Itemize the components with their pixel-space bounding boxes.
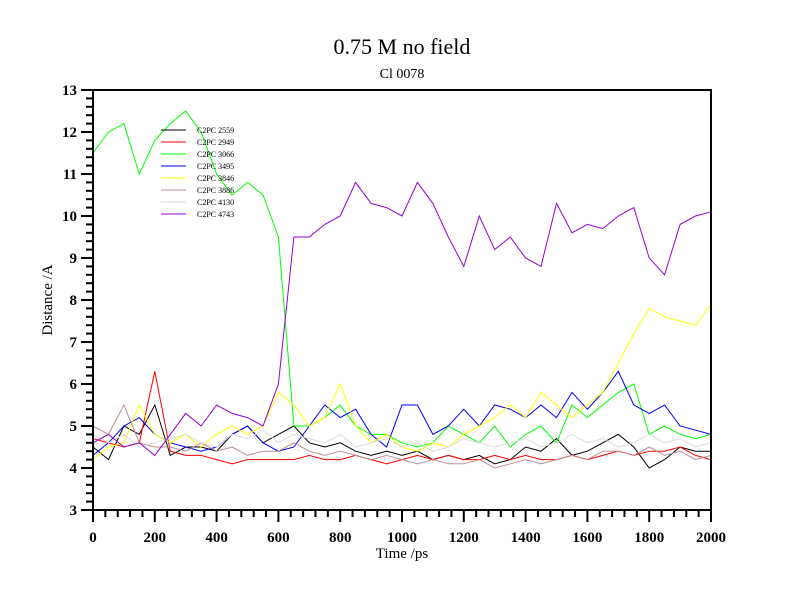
legend-label: C2PC 2559: [197, 126, 234, 135]
y-tick-label: 4: [70, 461, 78, 477]
series-line-c2pc-3495: [92, 370, 712, 456]
y-tick-label: 10: [62, 209, 77, 225]
series-line-c2pc-3886: [92, 403, 712, 469]
x-tick-label: 800: [329, 530, 352, 546]
x-tick-label: 0: [89, 530, 97, 546]
y-tick-label: 9: [70, 251, 78, 267]
y-tick-label: 13: [62, 83, 77, 99]
legend-label: C2PC 3846: [197, 174, 234, 183]
x-tick-label: 2000: [696, 530, 726, 546]
x-tick-label: 400: [205, 530, 228, 546]
y-tick-label: 3: [70, 503, 78, 519]
y-tick-label: 8: [70, 293, 78, 309]
x-tick-label: 600: [267, 530, 290, 546]
legend-label: C2PC 3066: [197, 150, 234, 159]
legend-label: C2PC 3495: [197, 162, 234, 171]
series-line-c2pc-3066: [92, 110, 712, 448]
x-axis-label: Time /ps: [376, 546, 429, 562]
y-tick-label: 5: [70, 419, 78, 435]
chart-title: 0.75 M no field: [334, 34, 471, 59]
series-line-c2pc-2559: [92, 403, 711, 469]
series-line-c2pc-4130: [92, 429, 712, 452]
x-tick-label: 1200: [449, 530, 479, 546]
x-tick-label: 1600: [572, 530, 602, 546]
legend-label: C2PC 3886: [197, 186, 234, 195]
series-line-c2pc-4743: [92, 181, 712, 457]
series-layer: [92, 110, 712, 469]
y-tick-label: 6: [70, 377, 78, 393]
legend-label: C2PC 2949: [197, 138, 234, 147]
y-tick-label: 11: [63, 167, 77, 183]
legend-label: C2PC 4130: [197, 198, 234, 207]
axes: 0 200 400 600 800 1000 1200 1400 1600 1800 2000 3 4 5…: [62, 83, 726, 546]
legend-label: C2PC 4743: [197, 210, 234, 219]
chart-subtitle: Cl 0078: [380, 67, 425, 82]
x-tick-label: 1400: [511, 530, 541, 546]
y-axis-label: Distance /A: [40, 264, 56, 335]
x-tick-label: 1800: [634, 530, 664, 546]
x-tick-label: 1000: [387, 530, 417, 546]
y-tick-label: 7: [70, 335, 78, 351]
x-tick-label: 200: [144, 530, 167, 546]
y-tick-label: 12: [62, 125, 77, 141]
legend: C2PC 2559 C2PC 2949 C2PC 3066 C2PC 3495 C2PC…: [161, 126, 234, 219]
